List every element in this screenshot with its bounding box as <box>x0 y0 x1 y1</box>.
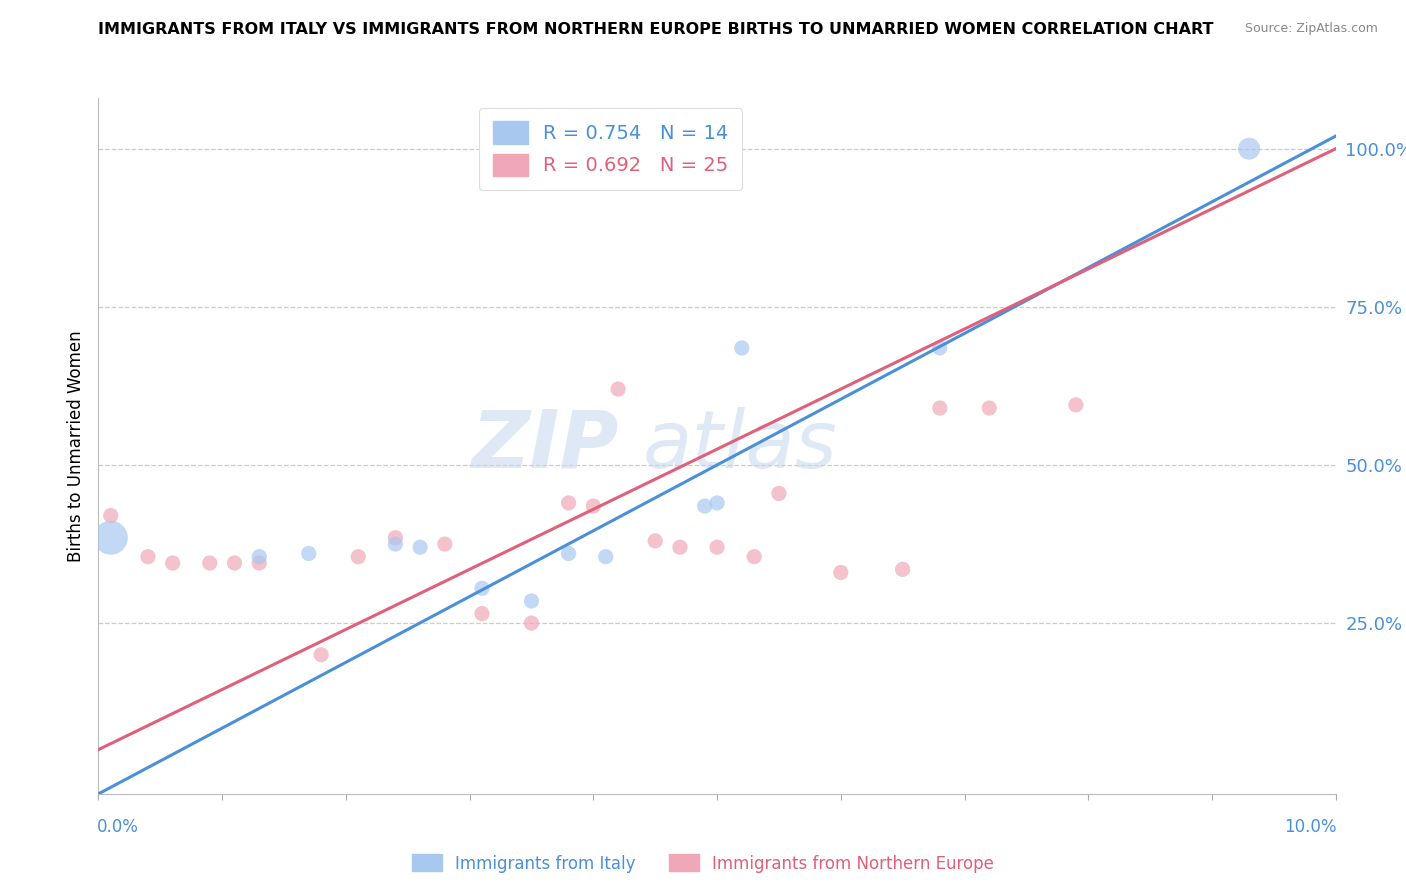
Point <box>247 556 270 570</box>
Point <box>595 549 617 564</box>
Point <box>100 531 122 545</box>
Point <box>247 549 270 564</box>
Point <box>1064 398 1087 412</box>
Point <box>731 341 754 355</box>
Legend: R = 0.754   N = 14, R = 0.692   N = 25: R = 0.754 N = 14, R = 0.692 N = 25 <box>479 108 742 190</box>
Point <box>520 594 543 608</box>
Point <box>309 648 332 662</box>
Point <box>384 531 406 545</box>
Point <box>1237 142 1260 156</box>
Text: Source: ZipAtlas.com: Source: ZipAtlas.com <box>1244 22 1378 36</box>
Point <box>433 537 456 551</box>
Point <box>100 508 122 523</box>
Point <box>607 382 630 396</box>
Text: 10.0%: 10.0% <box>1285 818 1337 836</box>
Point <box>557 547 579 561</box>
Point <box>136 549 159 564</box>
Point <box>830 566 852 580</box>
Text: IMMIGRANTS FROM ITALY VS IMMIGRANTS FROM NORTHERN EUROPE BIRTHS TO UNMARRIED WOM: IMMIGRANTS FROM ITALY VS IMMIGRANTS FROM… <box>98 22 1213 37</box>
Point <box>557 496 579 510</box>
Point <box>384 537 406 551</box>
Text: 0.0%: 0.0% <box>97 818 139 836</box>
Point <box>162 556 184 570</box>
Point <box>979 401 1001 415</box>
Point <box>224 556 246 570</box>
Point <box>471 607 494 621</box>
Point <box>706 540 728 554</box>
Point <box>742 549 765 564</box>
Point <box>198 556 221 570</box>
Point <box>693 499 716 513</box>
Text: ZIP: ZIP <box>471 407 619 485</box>
Point <box>644 533 666 548</box>
Point <box>471 582 494 596</box>
Y-axis label: Births to Unmarried Women: Births to Unmarried Women <box>66 330 84 562</box>
Point <box>928 401 950 415</box>
Point <box>298 547 321 561</box>
Point <box>409 540 432 554</box>
Point <box>928 341 950 355</box>
Legend: Immigrants from Italy, Immigrants from Northern Europe: Immigrants from Italy, Immigrants from N… <box>405 847 1001 880</box>
Point <box>891 562 914 576</box>
Point <box>706 496 728 510</box>
Point <box>520 616 543 631</box>
Text: atlas: atlas <box>643 407 838 485</box>
Point <box>768 486 790 500</box>
Point <box>582 499 605 513</box>
Point <box>347 549 370 564</box>
Point <box>669 540 692 554</box>
